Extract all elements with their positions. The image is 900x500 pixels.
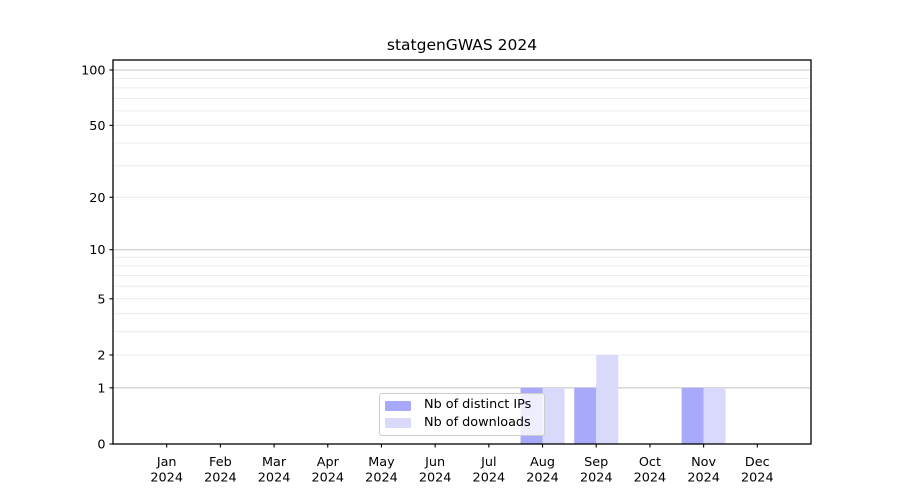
legend-label-distinct-ips: Nb of distinct IPs (424, 397, 532, 413)
x-tick-label-feb: Feb 2024 (204, 455, 237, 486)
x-tick-label-may: May 2024 (365, 455, 398, 486)
x-tick-label-aug: Aug 2024 (526, 455, 559, 486)
legend-label-downloads: Nb of downloads (424, 414, 531, 430)
x-tick-label-jul: Jul 2024 (473, 455, 506, 486)
y-tick-label-5: 5 (97, 292, 105, 307)
bar-distinct-ips-sep (574, 387, 597, 444)
chart-title: statgenGWAS 2024 (386, 36, 538, 54)
x-tick-label-jan: Jan 2024 (150, 455, 183, 486)
x-tick-label-nov: Nov 2024 (687, 455, 720, 486)
y-tick-label-100: 100 (81, 64, 105, 79)
plot-border (112, 59, 812, 445)
y-tick-label-2: 2 (97, 348, 105, 363)
x-tick-label-dec: Dec 2024 (741, 455, 774, 486)
y-tick-label-10: 10 (89, 243, 105, 258)
bar-distinct-ips-nov (681, 387, 704, 444)
x-tick-label-oct: Oct 2024 (634, 455, 667, 486)
legend-item-distinct-ips: Nb of distinct IPs (385, 399, 538, 412)
legend: Nb of distinct IPs Nb of downloads (379, 393, 545, 436)
legend-swatch-distinct-ips (385, 400, 411, 411)
legend-swatch-downloads (385, 418, 411, 429)
y-tick-label-1: 1 (97, 381, 105, 396)
x-tick-label-mar: Mar 2024 (258, 455, 291, 486)
x-tick-label-jun: Jun 2024 (419, 455, 452, 486)
legend-item-downloads: Nb of downloads (385, 414, 538, 430)
y-tick-label-50: 50 (89, 119, 105, 134)
x-tick-label-sep: Sep 2024 (580, 455, 613, 486)
y-tick-label-0: 0 (97, 438, 105, 453)
y-tick-label-20: 20 (89, 191, 105, 206)
bar-downloads-aug (542, 387, 565, 444)
bar-downloads-nov (703, 387, 726, 444)
bar-downloads-sep (596, 354, 619, 444)
x-tick-label-apr: Apr 2024 (311, 455, 344, 486)
